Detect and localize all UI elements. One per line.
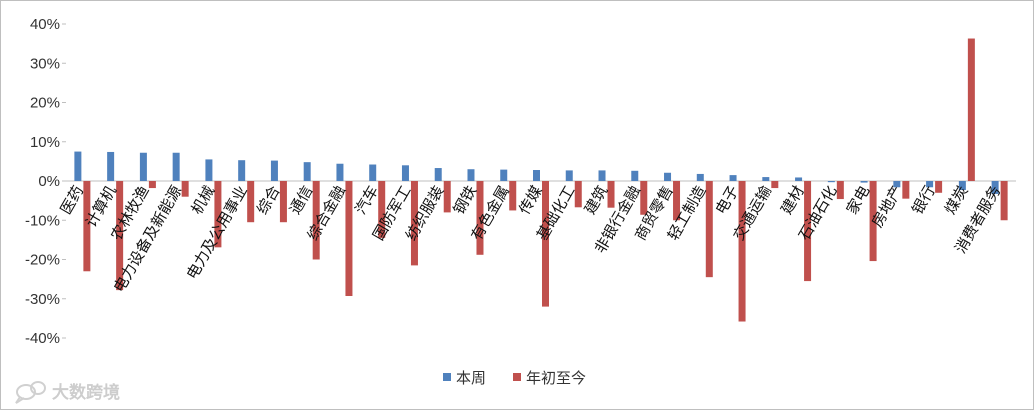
y-tick-label: 10% — [30, 134, 60, 151]
chat-bubble-logo-icon — [15, 381, 46, 404]
bar-ytd — [378, 181, 386, 238]
category-label: 综合 — [253, 183, 284, 218]
bar-weekly — [696, 173, 704, 181]
bar-weekly — [434, 168, 442, 181]
bar-ytd — [476, 181, 484, 255]
category-label: 汽车 — [351, 183, 382, 218]
y-tick-label: -20% — [25, 252, 60, 269]
bar-weekly — [631, 170, 639, 181]
bar-ytd — [640, 181, 648, 215]
bar-weekly — [336, 163, 344, 181]
bar-weekly — [401, 165, 409, 181]
category-label: 通信 — [286, 183, 317, 218]
bar-ytd — [738, 181, 746, 322]
bar-weekly — [533, 170, 540, 181]
bar-weekly — [664, 172, 672, 181]
bar-ytd — [509, 181, 517, 211]
watermark: 大数跨境 — [15, 381, 120, 404]
bar-weekly — [991, 181, 999, 194]
bar-ytd — [83, 181, 91, 272]
bar-weekly — [107, 151, 115, 181]
bar-ytd — [902, 181, 910, 199]
bar-weekly — [762, 177, 770, 181]
y-tick-label: 20% — [30, 95, 60, 112]
bar-ytd — [967, 38, 975, 182]
bar-ytd — [836, 181, 844, 200]
y-tick-label: -30% — [25, 291, 60, 308]
category-label: 银行 — [908, 183, 939, 218]
y-tick-label: -40% — [25, 330, 60, 347]
category-label: 医药 — [57, 183, 88, 218]
category-label: 煤炭 — [941, 183, 972, 218]
bar-weekly — [795, 177, 803, 181]
bar-ytd — [607, 181, 615, 208]
bar-ytd — [116, 181, 124, 291]
bar-weekly — [270, 160, 278, 181]
bar-ytd — [869, 181, 877, 262]
bar-weekly — [827, 181, 835, 183]
watermark-text: 大数跨境 — [52, 382, 120, 403]
y-tick-label: -10% — [25, 212, 60, 229]
bar-ytd — [312, 181, 320, 260]
bar-ytd — [1000, 181, 1008, 221]
legend-label-ytd: 年初至今 — [526, 369, 586, 387]
bar-weekly — [238, 160, 246, 181]
legend-swatch-ytd — [513, 373, 521, 381]
y-tick-label: 0% — [38, 173, 60, 190]
bar-ytd — [345, 181, 353, 297]
bar-ytd — [804, 181, 812, 282]
bar-weekly — [893, 181, 901, 188]
category-label: 钢铁 — [450, 183, 481, 218]
bar-weekly — [172, 152, 180, 181]
legend-label-weekly: 本周 — [456, 369, 486, 387]
bar-weekly — [467, 169, 475, 181]
bar-weekly — [926, 181, 934, 188]
bar-ytd — [279, 181, 287, 223]
y-tick-label: 40% — [30, 16, 60, 33]
bars-layer — [74, 38, 1008, 322]
bar-weekly — [598, 170, 606, 181]
bar-ytd — [181, 181, 189, 197]
bar-weekly — [369, 164, 377, 181]
category-label: 建材 — [777, 183, 808, 218]
bar-ytd — [771, 181, 779, 189]
bar-weekly — [500, 169, 508, 181]
bar-ytd — [705, 181, 713, 278]
bar-weekly — [729, 175, 737, 181]
bar-weekly — [860, 181, 868, 183]
category-label: 家电 — [843, 183, 874, 218]
bar-weekly — [139, 152, 147, 181]
bar-ytd — [574, 181, 582, 208]
y-tick-label: 30% — [30, 55, 60, 72]
bar-weekly — [958, 181, 966, 191]
legend: 本周 年初至今 — [443, 369, 586, 387]
axis-layer: 40% 30% 20% 10% 0% -10% -20% -30% -40% — [25, 16, 1016, 347]
category-label: 电子 — [712, 183, 743, 218]
bar-ytd — [148, 181, 156, 189]
category-label: 传媒 — [515, 183, 546, 218]
category-label: 建筑 — [581, 183, 612, 218]
legend-swatch-weekly — [443, 373, 451, 381]
bar-ytd — [410, 181, 418, 266]
bar-ytd — [673, 181, 681, 221]
bar-ytd — [443, 181, 451, 213]
bar-ytd — [247, 181, 255, 223]
bar-weekly — [565, 170, 573, 181]
category-label: 机械 — [188, 183, 219, 218]
bar-ytd — [542, 181, 549, 307]
bar-weekly — [205, 159, 213, 181]
bar-ytd — [214, 181, 222, 248]
bar-ytd — [935, 181, 943, 193]
bar-weekly — [74, 151, 82, 181]
bar-weekly — [303, 162, 311, 181]
